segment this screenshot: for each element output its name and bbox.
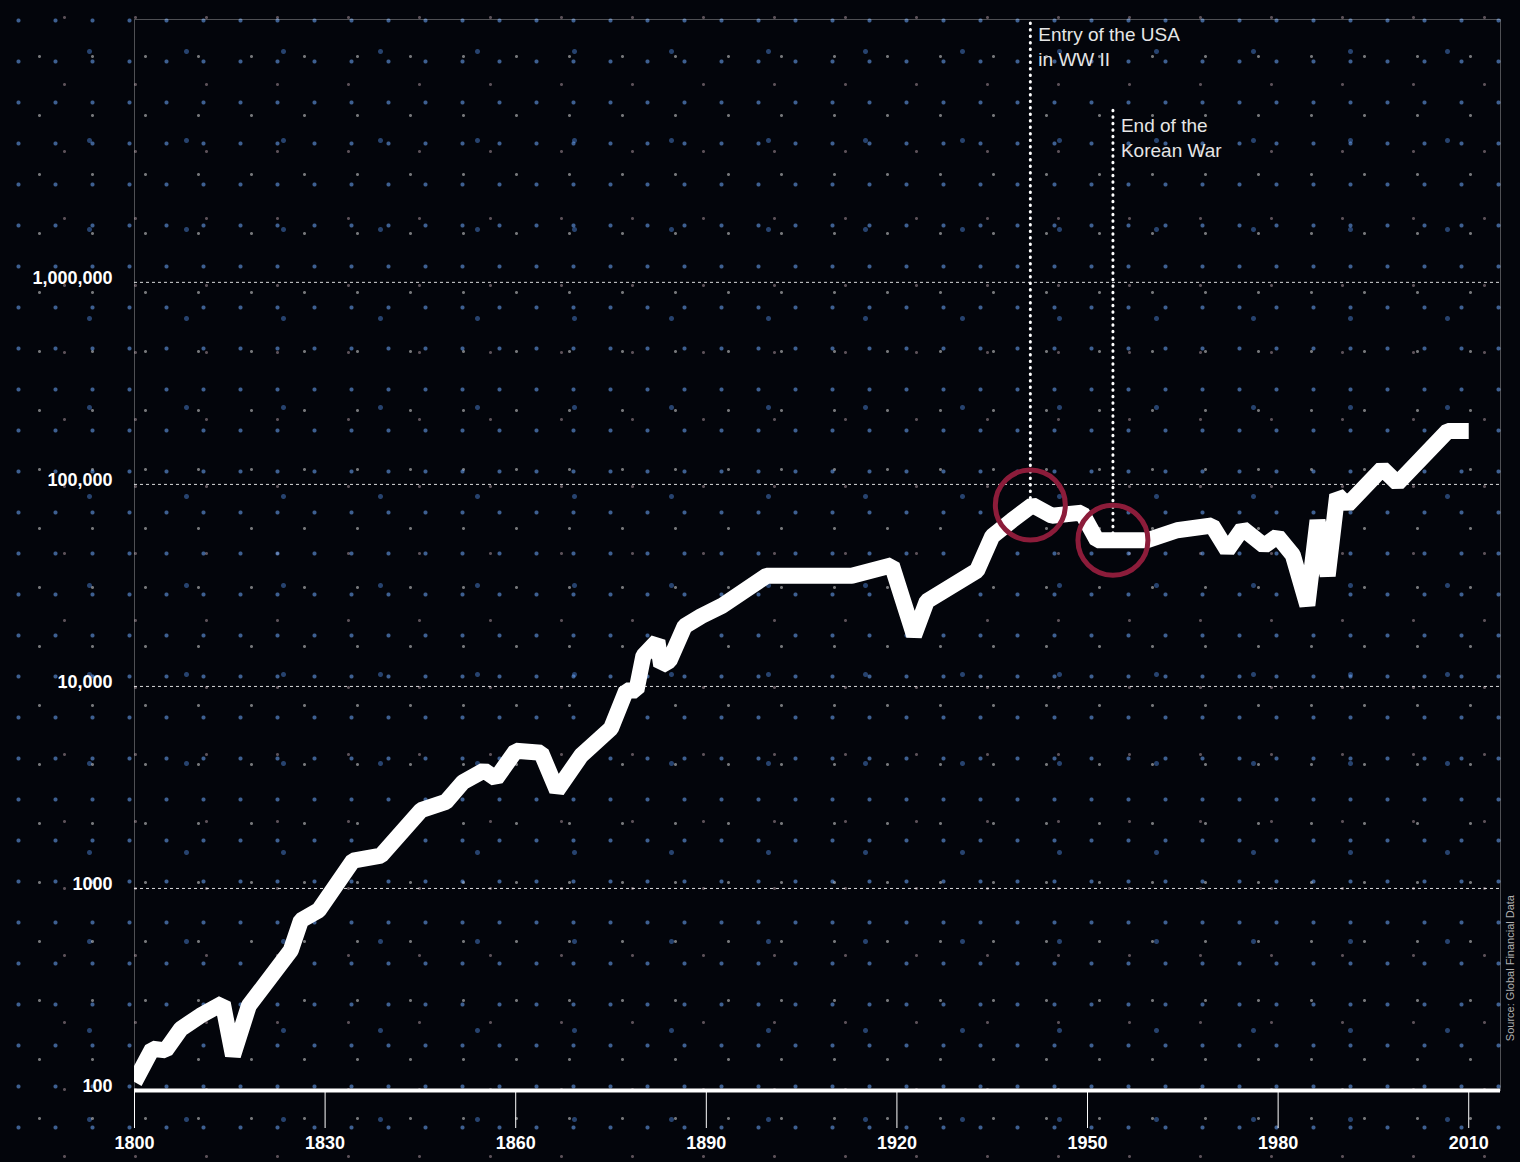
svg-text:1830: 1830: [305, 1133, 345, 1153]
html-text:Source: Global Financial Data: Source: Global Financial Data: [1504, 895, 1516, 1042]
svg-text:1800: 1800: [114, 1133, 154, 1153]
svg-text:100,000: 100,000: [47, 470, 112, 490]
svg-text:Entry of the USAin WW II: Entry of the USAin WW II: [1038, 24, 1180, 70]
svg-text:End of theKorean War: End of theKorean War: [1121, 115, 1222, 161]
svg-text:1860: 1860: [496, 1133, 536, 1153]
svg-text:1980: 1980: [1258, 1133, 1298, 1153]
svg-text:1950: 1950: [1067, 1133, 1107, 1153]
svg-text:1000: 1000: [72, 874, 112, 894]
svg-text:1890: 1890: [686, 1133, 726, 1153]
svg-text:1920: 1920: [877, 1133, 917, 1153]
svg-text:10,000: 10,000: [57, 672, 112, 692]
svg-text:100: 100: [82, 1076, 112, 1096]
svg-text:2010: 2010: [1449, 1133, 1489, 1153]
svg-text:1,000,000: 1,000,000: [32, 268, 112, 288]
